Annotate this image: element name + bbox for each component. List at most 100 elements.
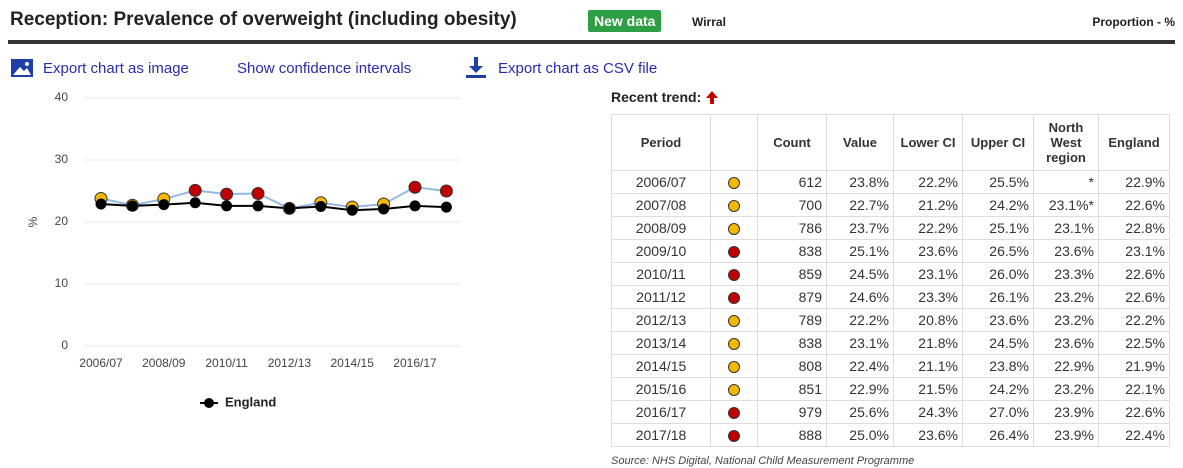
- data-point: [220, 187, 234, 201]
- status-dot: [728, 223, 740, 236]
- status-icon: [728, 430, 740, 443]
- confidence-link[interactable]: Show confidence intervals: [237, 60, 412, 77]
- column-header: Count: [757, 114, 827, 171]
- value-cell: 22.4%: [826, 354, 894, 378]
- new-data-badge: New data: [588, 10, 662, 32]
- column-header: England: [1098, 114, 1170, 171]
- export-image-link[interactable]: Export chart as image: [43, 60, 189, 77]
- status-icon: [728, 200, 740, 213]
- period-cell: 2011/12: [611, 285, 711, 309]
- trend-text: Recent trend:: [611, 89, 702, 105]
- table-row: 2013/14 838 23.1% 21.8% 24.5% 23.6% 22.5%: [611, 331, 1170, 355]
- status-dot: [728, 384, 740, 397]
- status-cell: [710, 170, 758, 194]
- value-cell: 21.9%: [1098, 354, 1170, 378]
- value-cell: 25.1%: [826, 239, 894, 263]
- value-cell: 23.8%: [962, 354, 1034, 378]
- table-row: 2015/16 851 22.9% 21.5% 24.2% 23.2% 22.1%: [611, 377, 1170, 401]
- data-point: [95, 198, 107, 210]
- value-cell: 979: [757, 400, 827, 424]
- y-tick-label: 40: [55, 90, 69, 104]
- value-cell: 25.6%: [826, 400, 894, 424]
- series-line: [100, 201, 447, 212]
- column-header: Period: [611, 114, 711, 171]
- x-tick-label: 2008/09: [142, 356, 186, 370]
- value-cell: 25.1%: [962, 216, 1034, 240]
- x-tick-label: 2006/07: [79, 356, 123, 370]
- value-cell: 24.2%: [962, 193, 1034, 217]
- status-cell: [710, 400, 758, 424]
- status-cell: [710, 216, 758, 240]
- value-cell: 23.6%: [1033, 239, 1099, 263]
- value-cell: 23.9%: [1033, 423, 1099, 447]
- period-cell: 2006/07: [611, 170, 711, 194]
- value-cell: 23.1%: [1098, 239, 1170, 263]
- status-dot: [728, 361, 740, 374]
- column-header: [710, 114, 758, 171]
- data-point: [126, 200, 138, 212]
- value-cell: 23.8%: [826, 170, 894, 194]
- value-cell: 23.6%: [893, 423, 963, 447]
- table-row: 2016/17 979 25.6% 24.3% 27.0% 23.9% 22.6%: [611, 400, 1170, 424]
- status-icon: [728, 315, 740, 328]
- table-row: 2007/08 700 22.7% 21.2% 24.2% 23.1%* 22.6%: [611, 193, 1170, 217]
- status-cell: [710, 377, 758, 401]
- status-cell: [710, 239, 758, 263]
- chart: 0 10 20 30 40% 2006/07 2008/09 2010/11 2012/13 20…: [26, 90, 460, 409]
- period-cell: 2014/15: [611, 354, 711, 378]
- data-point: [188, 183, 202, 197]
- value-cell: 26.5%: [962, 239, 1034, 263]
- column-header: Upper CI: [962, 114, 1034, 171]
- value-cell: 26.1%: [962, 285, 1034, 309]
- value-cell: 23.6%: [893, 239, 963, 263]
- value-cell: 23.2%: [1033, 308, 1099, 332]
- value-cell: 22.5%: [1098, 331, 1170, 355]
- status-cell: [710, 285, 758, 309]
- area-name: Wirral: [692, 15, 726, 29]
- data-point: [315, 201, 327, 212]
- export-csv-link[interactable]: Export chart as CSV file: [498, 60, 658, 77]
- data-point: [346, 204, 358, 216]
- status-icon: [728, 223, 740, 236]
- title: Reception: Prevalence of overweight (inc…: [10, 9, 517, 30]
- status-cell: [710, 262, 758, 286]
- header-row: Period Count Value Lower CI Upper CI North We…: [611, 114, 1170, 171]
- table-row: 2011/12 879 24.6% 23.3% 26.1% 23.2% 22.6%: [611, 285, 1170, 309]
- data-point: [440, 201, 452, 213]
- value-cell: 23.1%: [826, 331, 894, 355]
- value-cell: 24.5%: [962, 331, 1034, 355]
- image-icon: [11, 59, 33, 77]
- value-cell: 25.0%: [826, 423, 894, 447]
- status-cell: [710, 423, 758, 447]
- value-cell: 22.9%: [1098, 170, 1170, 194]
- status-cell: [710, 354, 758, 378]
- value-cell: 25.5%: [962, 170, 1034, 194]
- y-tick-label: 10: [55, 276, 69, 290]
- legend-label: England: [225, 394, 276, 409]
- column-header: North West region: [1033, 114, 1099, 171]
- value-cell: 24.6%: [826, 285, 894, 309]
- trend-label: Recent trend:: [611, 89, 719, 105]
- value-cell: 22.9%: [826, 377, 894, 401]
- y-axis-label: %: [26, 216, 40, 227]
- value-cell: 22.6%: [1098, 262, 1170, 286]
- value-cell: 808: [757, 354, 827, 378]
- y-tick-label: 20: [55, 214, 69, 228]
- table-row: 2008/09 786 23.7% 22.2% 25.1% 23.1% 22.8%: [611, 216, 1170, 240]
- value-cell: 20.8%: [893, 308, 963, 332]
- status-icon: [728, 361, 740, 374]
- data-point: [221, 200, 233, 212]
- value-cell: 23.3%: [893, 285, 963, 309]
- period-cell: 2015/16: [611, 377, 711, 401]
- status-cell: [710, 308, 758, 332]
- value-cell: 859: [757, 262, 827, 286]
- data-point: [158, 199, 170, 211]
- y-tick-label: 0: [61, 338, 68, 352]
- status-icon: [728, 338, 740, 351]
- value-cell: 22.6%: [1098, 400, 1170, 424]
- value-cell: 27.0%: [962, 400, 1034, 424]
- value-cell: 24.5%: [826, 262, 894, 286]
- value-cell: 23.1%: [893, 262, 963, 286]
- value-cell: 24.2%: [962, 377, 1034, 401]
- period-cell: 2013/14: [611, 331, 711, 355]
